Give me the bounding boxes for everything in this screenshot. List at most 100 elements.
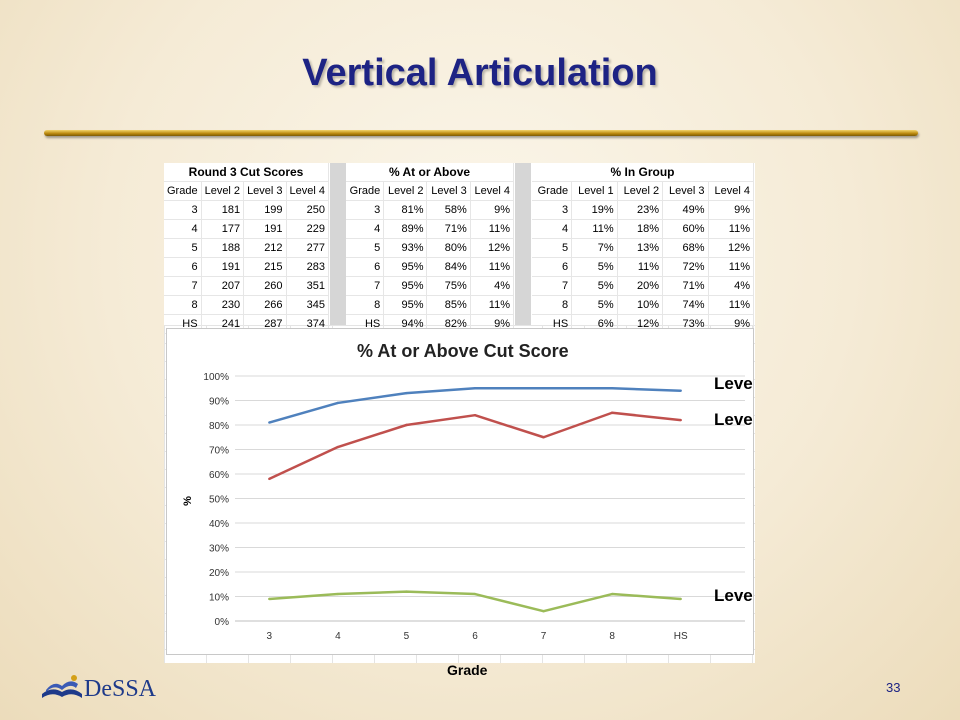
- column-header: Grade: [346, 181, 385, 201]
- table-cell: 20%: [617, 276, 664, 296]
- table-cell: 6: [346, 257, 385, 277]
- table-row: 6 95% 84% 11%: [346, 257, 515, 277]
- x-tick-label: 7: [541, 631, 547, 642]
- table-cell: 266: [243, 295, 287, 315]
- column-header: Level 4: [286, 181, 330, 201]
- table-cell: 12%: [470, 238, 515, 258]
- data-point: [473, 592, 477, 596]
- column-header: Grade: [532, 181, 573, 201]
- table-row: 7 5% 20% 71% 4%: [532, 276, 755, 296]
- x-tick-label: 5: [404, 631, 410, 642]
- table-cell: 207: [201, 276, 245, 296]
- y-tick-label: 70%: [209, 446, 229, 457]
- data-point: [336, 401, 340, 405]
- chart-svg: % At or Above Cut Score 0% 10% 20% 30% 40% 50%…: [182, 341, 753, 642]
- data-point: [268, 421, 271, 424]
- table-cell: 6: [532, 257, 573, 277]
- table-cell: 71%: [426, 219, 471, 239]
- data-point: [268, 477, 271, 481]
- table-cell: 8: [346, 295, 385, 315]
- table-cell: 93%: [383, 238, 428, 258]
- table-cell: 3: [346, 200, 385, 220]
- series-label: Level 4: [714, 586, 753, 605]
- y-tick-label: 0%: [215, 617, 230, 628]
- table-cell: 8: [532, 295, 573, 315]
- title-divider: [44, 130, 918, 136]
- x-tick-label: 4: [335, 631, 341, 642]
- table-cell: 5%: [571, 257, 618, 277]
- table-row: 8 230 266 345: [164, 295, 330, 315]
- table-cell: 71%: [662, 276, 709, 296]
- series-line-level-3: [268, 411, 681, 481]
- y-tick-label: 80%: [209, 421, 229, 432]
- table-cell: 250: [286, 200, 330, 220]
- table-cell: 7%: [571, 238, 618, 258]
- y-tick-label: 50%: [209, 495, 229, 506]
- y-tick-label: 20%: [209, 568, 229, 579]
- table-cell: 19%: [571, 200, 618, 220]
- table-cell: 11%: [470, 295, 515, 315]
- table-cell: 5: [346, 238, 385, 258]
- table-cell: 4%: [708, 276, 755, 296]
- series-label: Level 2: [714, 374, 753, 393]
- table-cell: 191: [201, 257, 245, 277]
- spreadsheet-image: Round 3 Cut Scores Grade Level 2 Level 3 Lev…: [164, 163, 755, 663]
- column-header: Level 4: [470, 181, 515, 201]
- table-row: 4 89% 71% 11%: [346, 219, 515, 239]
- table-row: 3 19% 23% 49% 9%: [532, 200, 755, 220]
- tables-area: Round 3 Cut Scores Grade Level 2 Level 3 Lev…: [164, 163, 755, 334]
- data-point: [679, 418, 682, 422]
- y-tick-label: 60%: [209, 470, 229, 481]
- table-row: 4 177 191 229: [164, 219, 330, 239]
- table-cell: 60%: [662, 219, 709, 239]
- table-cell: 4%: [470, 276, 515, 296]
- table-cell: 3: [532, 200, 573, 220]
- data-point: [679, 597, 682, 601]
- data-point: [610, 387, 614, 390]
- table-row: 4 11% 18% 60% 11%: [532, 219, 755, 239]
- y-tick-label: 90%: [209, 397, 229, 408]
- table-caption: % In Group: [532, 163, 754, 182]
- table-cell: 11%: [708, 257, 755, 277]
- table-cell: 229: [286, 219, 330, 239]
- data-point: [610, 592, 614, 596]
- data-point: [679, 389, 682, 392]
- column-header: Grade: [164, 181, 202, 201]
- column-header: Level 2: [201, 181, 245, 201]
- column-separator: [330, 163, 346, 325]
- table-cell: 11%: [470, 219, 515, 239]
- table-cell: 80%: [426, 238, 471, 258]
- table-cell: 7: [532, 276, 573, 296]
- data-point: [542, 436, 545, 439]
- table-cell: 72%: [662, 257, 709, 277]
- table-row: 5 188 212 277: [164, 238, 330, 258]
- table-cell: 283: [286, 257, 330, 277]
- table-cell: 260: [243, 276, 287, 296]
- data-point: [473, 387, 477, 390]
- column-separator: [515, 163, 531, 325]
- table-cell: 95%: [383, 257, 428, 277]
- table-row: 8 5% 10% 74% 11%: [532, 295, 755, 315]
- table-cell: 177: [201, 219, 245, 239]
- data-point: [542, 610, 545, 613]
- table-cell: 11%: [571, 219, 618, 239]
- table-cell: 11%: [470, 257, 515, 277]
- data-point: [610, 411, 614, 414]
- x-tick-label: 8: [609, 631, 615, 642]
- chart-title: % At or Above Cut Score: [357, 341, 569, 361]
- x-tick-label: HS: [674, 631, 688, 642]
- data-point: [405, 423, 408, 427]
- slide-title: Vertical Articulation: [302, 52, 658, 94]
- column-header: Level 1: [571, 181, 618, 201]
- data-point: [542, 387, 545, 390]
- y-axis-label: %: [182, 496, 194, 506]
- table-cell: 3: [164, 200, 202, 220]
- table-cell: 95%: [383, 276, 428, 296]
- table-caption: % At or Above: [346, 163, 514, 182]
- table-cell: 277: [286, 238, 330, 258]
- data-point: [336, 445, 340, 449]
- y-tick-label: 30%: [209, 544, 229, 555]
- line-chart: % At or Above Cut Score 0% 10% 20% 30% 40% 50%…: [166, 328, 754, 655]
- table-row: 6 5% 11% 72% 11%: [532, 257, 755, 277]
- table-cell: 4: [164, 219, 202, 239]
